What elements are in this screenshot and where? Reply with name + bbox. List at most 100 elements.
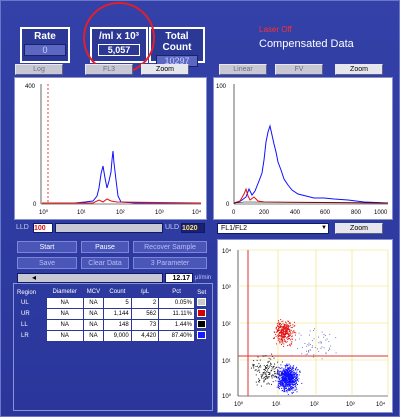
scatter-zoom-button[interactable]: Zoom [335, 223, 383, 234]
scatter-point-red [276, 326, 278, 328]
pause-button[interactable]: Pause [81, 241, 129, 253]
scatter-point-blue [281, 376, 283, 378]
scatter-point-blue [286, 363, 288, 365]
linear-button[interactable]: Linear [219, 64, 267, 75]
scatter-point-blue [285, 372, 287, 374]
scatter-point-blue [301, 382, 303, 384]
scatter-point-blue [290, 376, 292, 378]
scatter-point-blue [291, 381, 293, 382]
scatter-point-blue [286, 385, 288, 387]
scatter-point-blue [293, 381, 294, 382]
x-tick: 0 [232, 210, 236, 216]
start-button[interactable]: Start [17, 241, 77, 253]
fl3-histogram[interactable]: 400 0 10⁰ 10¹ 10² 10³ 10⁴ [14, 77, 207, 220]
flow-rate-slider[interactable]: ◂ [17, 273, 163, 283]
scatter-point-black [273, 376, 275, 378]
scatter-point-red [294, 334, 296, 336]
scatter-point-blue [284, 374, 286, 376]
scatter-point-blue [284, 375, 286, 377]
scatter-point-blue [293, 374, 295, 376]
scatter-point-blue [291, 373, 293, 375]
total-count-panel: Total Count 10297 [149, 27, 205, 67]
scatter-point-blue [291, 378, 293, 380]
scatter-point-blue [291, 378, 293, 380]
scatter-point-red [281, 321, 283, 323]
scatter-point-blue [295, 378, 296, 380]
diameter-cell: NA [45, 307, 84, 320]
parameter-select[interactable]: FL1/FL2 ▼ [217, 223, 329, 234]
clear-data-button[interactable]: Clear Data [81, 257, 129, 269]
scatter-point-red [284, 333, 286, 335]
scatter-point-red [288, 334, 290, 336]
scatter-point-blue [284, 383, 286, 385]
fv-histogram[interactable]: 100 0 0 200 400 600 800 1000 [213, 77, 393, 220]
region-color-swatch[interactable] [197, 319, 207, 328]
scatter-point-red [289, 338, 290, 340]
scatter-point-blue [287, 375, 289, 377]
three-parameter-button[interactable]: 3 Parameter [133, 257, 207, 269]
scatter-point-black [282, 373, 284, 375]
table-row[interactable]: LR NA NA 9,000 4,420 87.40% [17, 329, 209, 342]
scatter-point-gray [300, 334, 302, 336]
table-row[interactable]: LL NA NA 148 73 1.44% [17, 318, 209, 331]
threshold-scrollbar[interactable] [55, 223, 163, 233]
scatter-point-blue [299, 370, 301, 372]
scatter-point-blue [280, 381, 282, 383]
scroll-left-arrow-icon[interactable]: ◂ [32, 273, 37, 282]
rate-label: Rate [34, 31, 56, 42]
scatter-point-red [279, 326, 281, 328]
fl3-button[interactable]: FL3 [85, 64, 133, 75]
scatter-point-black [253, 360, 255, 362]
scatter-point-blue [285, 381, 287, 383]
parameter-select-value: FL1/FL2 [221, 225, 248, 232]
scatter-point-blue [280, 370, 282, 372]
scatter-point-blue [297, 369, 299, 371]
scatter-point-red [287, 345, 289, 347]
scatter-point-black [258, 369, 260, 371]
scatter-point-red [277, 335, 279, 337]
left-zoom-button[interactable]: Zoom [141, 64, 189, 75]
scatter-point-black [267, 368, 269, 369]
region-color-swatch[interactable] [197, 308, 207, 317]
log-button[interactable]: Log [15, 64, 63, 75]
scatter-point-red [279, 332, 281, 334]
scatter-point-blue [290, 376, 292, 378]
table-row[interactable]: UR NA NA 1,144 562 11.11% [17, 307, 209, 320]
scatter-point-blue [288, 383, 290, 385]
scatter-point-gray [321, 346, 323, 348]
scatter-point-blue [284, 385, 285, 387]
scatter-point-red [275, 335, 277, 337]
table-row[interactable]: UL NA NA 5 2 0.05% [17, 296, 209, 309]
scatter-point-red [276, 343, 277, 345]
save-button[interactable]: Save [17, 257, 77, 269]
scatter-point-blue [290, 382, 292, 384]
region-color-swatch[interactable] [197, 330, 207, 339]
column-header: Region [17, 289, 37, 296]
x-tick: 10¹ [272, 402, 281, 408]
scatter-point-blue [287, 384, 289, 386]
scatter-point-red [285, 331, 287, 333]
scatter-point-red [277, 331, 279, 333]
scatter-point-black [271, 353, 273, 355]
recover-sample-button[interactable]: Recover Sample [133, 241, 207, 253]
lld-value-field[interactable]: 100 [33, 223, 53, 233]
region-color-swatch[interactable] [197, 297, 207, 306]
scatter-point-red [280, 338, 282, 340]
scatter-point-red [280, 319, 282, 321]
uld-value-field[interactable]: 1020 [181, 223, 205, 233]
scatter-point-red [293, 330, 295, 332]
blue-histogram-series [42, 150, 201, 204]
scatter-point-blue [277, 385, 279, 387]
scatter-point-blue [294, 383, 296, 385]
scatter-point-blue [284, 366, 286, 368]
scatter-point-blue [283, 389, 285, 390]
scatter-point-blue [292, 376, 294, 378]
scatter-point-red [288, 320, 290, 322]
fl1-fl2-scatter-plot[interactable]: 10⁴ 10³ 10² 10¹ 10⁰ 10⁰ 10¹ 10² 10³ 10⁴ [217, 239, 393, 413]
scatter-point-gray [308, 350, 309, 352]
scatter-point-red [284, 323, 285, 325]
right-zoom-button[interactable]: Zoom [335, 64, 383, 75]
scatter-point-blue [290, 380, 292, 382]
fv-button[interactable]: FV [275, 64, 323, 75]
scatter-point-blue [286, 389, 288, 391]
